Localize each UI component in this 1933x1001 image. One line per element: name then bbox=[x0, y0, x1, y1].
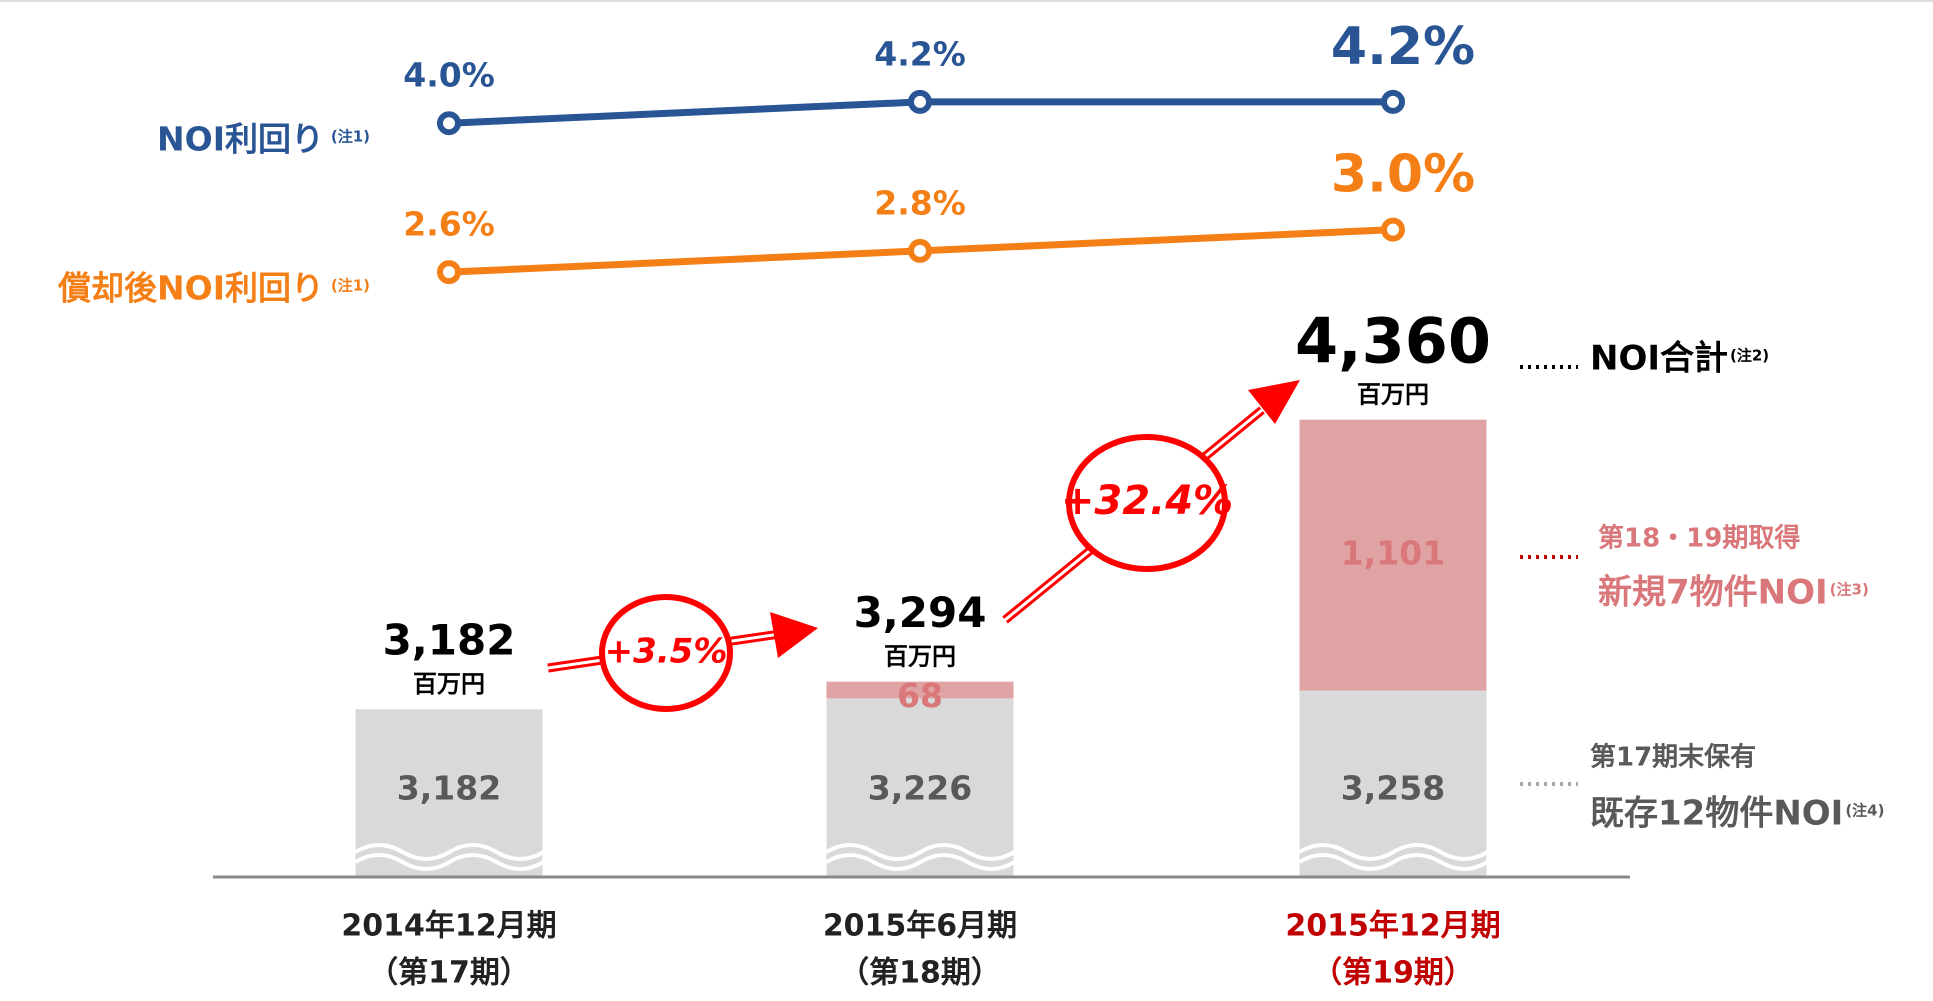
data-label: 2.6% bbox=[403, 205, 495, 244]
growth-label: +3.5% bbox=[605, 632, 728, 672]
x-tick-label: 2014年12月期 bbox=[341, 909, 556, 944]
legend-label: NOI合計 bbox=[1590, 339, 1728, 379]
legend-note: (注1) bbox=[331, 277, 370, 295]
total-unit: 百万円 bbox=[884, 643, 956, 671]
bar-segment bbox=[826, 681, 1014, 699]
point bbox=[908, 89, 932, 114]
x-tick-label: 2015年12月期 bbox=[1285, 909, 1500, 944]
data-label: 2.8% bbox=[874, 183, 966, 222]
x-tick-sublabel: （第18期） bbox=[839, 956, 1001, 991]
point bbox=[437, 260, 461, 285]
legend-note: (注4) bbox=[1845, 802, 1884, 820]
point bbox=[908, 238, 932, 263]
segment-label: 1,101 bbox=[1341, 534, 1445, 573]
point bbox=[437, 111, 461, 136]
total-label: 3,182 bbox=[383, 616, 516, 665]
total-unit: 百万円 bbox=[1357, 380, 1429, 408]
legend-note: (注3) bbox=[1830, 581, 1869, 599]
data-label: 4.2% bbox=[874, 34, 966, 73]
x-tick-label: 2015年6月期 bbox=[823, 909, 1017, 944]
legend-label: 新規7物件NOI bbox=[1598, 573, 1828, 613]
legend-label: 既存12物件NOI bbox=[1590, 794, 1843, 834]
legend-prefix: 第18・19期取得 bbox=[1598, 523, 1800, 554]
axis-break bbox=[825, 843, 1016, 871]
x-tick-sublabel: （第19期） bbox=[1312, 956, 1474, 991]
legend-note: (注1) bbox=[331, 128, 370, 146]
bar-segment bbox=[1299, 419, 1487, 691]
growth-arrows bbox=[547, 380, 1300, 712]
point bbox=[1381, 89, 1405, 114]
data-label: 4.0% bbox=[403, 56, 495, 95]
bar-segment bbox=[355, 709, 543, 877]
legend-label: NOI利回り bbox=[157, 120, 324, 159]
segment-label: 3,226 bbox=[868, 769, 972, 808]
segment-label: 68 bbox=[897, 676, 943, 715]
axis-break bbox=[1298, 843, 1489, 871]
x-tick-sublabel: （第17期） bbox=[368, 956, 530, 991]
total-unit: 百万円 bbox=[413, 670, 485, 698]
segment-label: 3,182 bbox=[397, 769, 501, 808]
legend-note: (注2) bbox=[1730, 347, 1769, 365]
total-label: 4,360 bbox=[1295, 305, 1491, 378]
segment-label: 3,258 bbox=[1341, 769, 1445, 808]
axis-break bbox=[354, 843, 545, 871]
total-label: 3,294 bbox=[854, 588, 987, 637]
legend-prefix: 第17期末保有 bbox=[1590, 742, 1756, 773]
data-label: 3.0% bbox=[1331, 145, 1475, 205]
legend-label: 償却後NOI利回り bbox=[57, 269, 324, 308]
point bbox=[1381, 217, 1405, 242]
growth-label: +32.4% bbox=[1061, 478, 1233, 524]
data-label: 4.2% bbox=[1331, 17, 1475, 77]
